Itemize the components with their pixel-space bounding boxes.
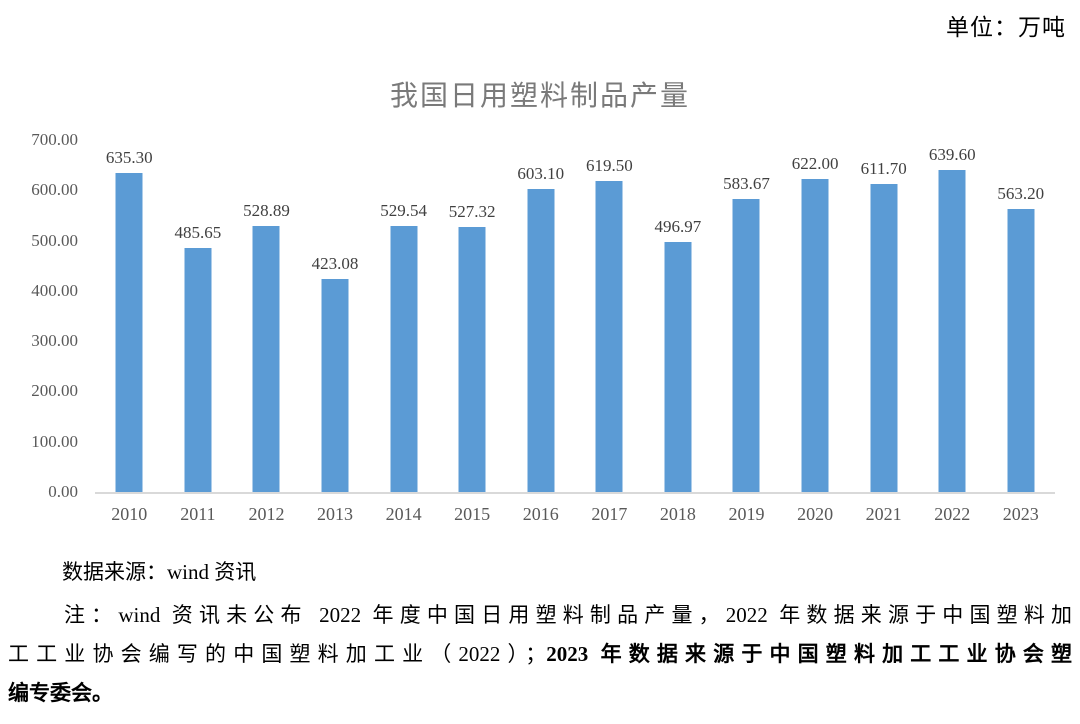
bar-value-label-2018: 496.97 — [654, 217, 702, 237]
bar-2013 — [321, 279, 349, 492]
bar-slot-2010: 635.30 — [95, 140, 164, 492]
bar-2019 — [732, 198, 760, 492]
x-tick-label-2022: 2022 — [934, 504, 971, 524]
bar-value-label-2019: 583.67 — [723, 173, 770, 193]
y-tick-label-600.00: 600.00 — [31, 180, 78, 200]
bar-value-label-2016: 603.10 — [517, 163, 565, 183]
y-axis: 700.00 600.00 500.00 400.00 300.00 200.00 100.… — [0, 130, 78, 501]
bar-2017 — [595, 180, 623, 492]
bars-container: 635.30 485.65 528.89 423.08 529.54 527.32 603.… — [95, 140, 1055, 492]
note-line-2: 工工业协会编写的中国塑料加工业（2022）；2023 年数据来源于中国塑料加工工… — [8, 635, 1072, 674]
bar-slot-2020: 622.00 — [781, 140, 850, 492]
plot-area: 635.30 485.65 528.89 423.08 529.54 527.32 603.… — [95, 140, 1055, 494]
bar-value-label-2022: 639.60 — [928, 145, 976, 165]
bar-slot-2018: 496.97 — [644, 140, 713, 492]
x-tick-label-2019: 2019 — [728, 504, 765, 524]
bar-slot-2011: 485.65 — [164, 140, 233, 492]
bar-2014 — [390, 225, 418, 492]
bar-2023 — [1007, 208, 1035, 492]
bar-value-label-2011: 485.65 — [174, 222, 222, 242]
y-tick-label-400.00: 400.00 — [31, 280, 78, 300]
bar-slot-2022: 639.60 — [918, 140, 987, 492]
y-tick-label-500.00: 500.00 — [31, 230, 78, 250]
x-tick-label-2010: 2010 — [111, 504, 148, 524]
bar-2015 — [458, 226, 486, 492]
bar-value-label-2020: 622.00 — [791, 154, 839, 174]
x-tick-label-2017: 2017 — [591, 504, 628, 524]
bar-value-label-2014: 529.54 — [380, 200, 427, 220]
bar-2016 — [527, 188, 555, 492]
bar-value-label-2017: 619.50 — [585, 155, 633, 175]
y-tick-label-700.00: 700.00 — [31, 130, 78, 149]
bar-slot-2014: 529.54 — [369, 140, 438, 492]
bar-slot-2019: 583.67 — [712, 140, 781, 492]
bar-2018 — [664, 242, 692, 492]
x-tick-label-2016: 2016 — [522, 504, 559, 524]
chart-title: 我国日用塑料制品产量 — [389, 81, 690, 112]
x-axis: 2010 2011 2012 2013 2014 2015 2016 2017 2018 2019… — [95, 504, 1055, 525]
y-tick-label-100.00: 100.00 — [31, 431, 78, 451]
bar-value-label-2013: 423.08 — [311, 254, 359, 274]
note-line-2-bold: 2023 年数据来源于中国塑料加工工业协会塑 — [546, 642, 1073, 666]
bar-slot-2015: 527.32 — [438, 140, 507, 492]
bar-slot-2017: 619.50 — [575, 140, 644, 492]
bar-2010 — [115, 172, 143, 492]
bar-slot-2023: 563.20 — [987, 140, 1056, 492]
note-line-2-regular: 工工业协会编写的中国塑料加工业（2022）； — [8, 642, 547, 666]
bar-2012 — [252, 226, 280, 492]
x-tick-label-2023: 2023 — [1002, 504, 1039, 524]
bar-slot-2012: 528.89 — [232, 140, 301, 492]
unit-label: 单位：万吨 — [946, 15, 1066, 40]
bar-slot-2021: 611.70 — [849, 140, 918, 492]
note-line-3: 编专委会。 — [8, 681, 113, 705]
bar-value-label-2012: 528.89 — [243, 201, 290, 220]
note-line-1: 注：wind 资讯未公布 2022 年度中国日用塑料制品产量，2022 年数据来… — [64, 603, 1072, 627]
x-tick-label-2018: 2018 — [659, 504, 696, 524]
x-tick-label-2011: 2011 — [180, 504, 216, 524]
x-tick-label-2020: 2020 — [797, 504, 834, 524]
bar-2021 — [870, 184, 898, 492]
y-tick-label-300.00: 300.00 — [31, 331, 78, 351]
bar-2020 — [801, 179, 829, 492]
bar-value-label-2021: 611.70 — [860, 159, 907, 179]
bar-value-label-2010: 635.30 — [105, 147, 153, 167]
note-block: 注：wind 资讯未公布 2022 年度中国日用塑料制品产量，2022 年数据来… — [8, 596, 1072, 713]
y-tick-label-0.00: 0.00 — [48, 482, 78, 501]
bar-value-label-2015: 527.32 — [448, 201, 496, 221]
x-tick-label-2021: 2021 — [865, 504, 902, 524]
x-tick-label-2013: 2013 — [317, 504, 354, 524]
bar-slot-2013: 423.08 — [301, 140, 370, 492]
x-tick-label-2012: 2012 — [248, 504, 285, 524]
data-source-line: 数据来源：wind 资讯 — [62, 560, 257, 584]
x-tick-label-2015: 2015 — [454, 504, 491, 524]
bar-2022 — [938, 170, 966, 492]
x-tick-label-2014: 2014 — [385, 504, 422, 524]
y-tick-label-200.00: 200.00 — [31, 381, 78, 401]
bar-value-label-2023: 563.20 — [997, 183, 1045, 203]
bar-2011 — [184, 247, 212, 492]
bar-slot-2016: 603.10 — [506, 140, 575, 492]
